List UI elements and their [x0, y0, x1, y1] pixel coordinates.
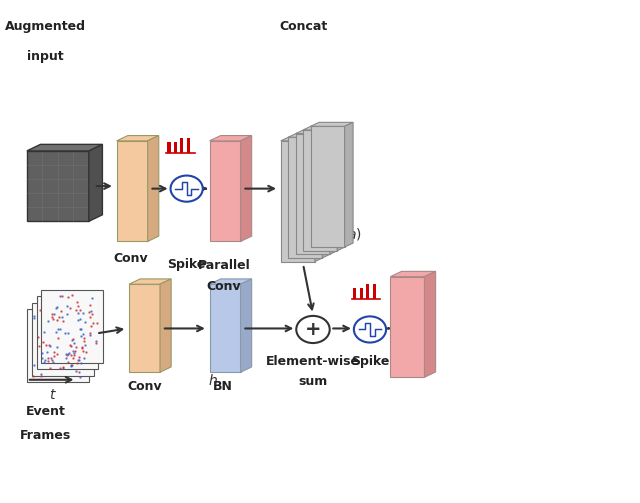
Text: Concat: Concat [279, 20, 327, 33]
Polygon shape [129, 284, 160, 372]
FancyBboxPatch shape [168, 142, 170, 153]
Text: Frames: Frames [20, 429, 71, 442]
Polygon shape [337, 126, 346, 250]
Polygon shape [390, 272, 436, 277]
Text: Conv: Conv [113, 252, 148, 265]
FancyBboxPatch shape [372, 284, 376, 299]
Polygon shape [288, 137, 323, 258]
Polygon shape [303, 130, 337, 250]
Polygon shape [310, 122, 353, 126]
Polygon shape [42, 290, 103, 363]
Polygon shape [310, 126, 344, 247]
FancyBboxPatch shape [360, 288, 363, 299]
Polygon shape [424, 272, 436, 377]
Polygon shape [160, 279, 171, 372]
Polygon shape [344, 122, 353, 247]
FancyBboxPatch shape [187, 138, 190, 153]
Polygon shape [241, 136, 252, 241]
Circle shape [354, 316, 386, 343]
Polygon shape [209, 136, 252, 141]
FancyBboxPatch shape [366, 284, 369, 299]
Polygon shape [296, 130, 338, 134]
Polygon shape [89, 144, 102, 221]
Polygon shape [209, 141, 241, 241]
Polygon shape [330, 130, 338, 255]
Polygon shape [129, 279, 171, 284]
Polygon shape [36, 296, 99, 369]
Text: $t$: $t$ [49, 388, 57, 402]
Polygon shape [288, 133, 331, 137]
Text: $h$: $h$ [208, 373, 218, 388]
Polygon shape [241, 279, 252, 372]
Circle shape [296, 316, 330, 343]
Polygon shape [209, 279, 252, 284]
Text: sum: sum [298, 375, 328, 388]
Polygon shape [323, 133, 331, 258]
FancyBboxPatch shape [180, 138, 184, 153]
Text: input: input [27, 50, 64, 63]
Polygon shape [296, 134, 330, 255]
Text: Conv: Conv [127, 380, 162, 393]
Polygon shape [27, 144, 102, 151]
Polygon shape [303, 126, 346, 130]
Polygon shape [209, 284, 241, 372]
FancyBboxPatch shape [353, 288, 356, 299]
Circle shape [170, 176, 203, 202]
Polygon shape [32, 303, 93, 376]
Text: +: + [305, 320, 321, 339]
FancyBboxPatch shape [174, 142, 177, 153]
Text: BN: BN [213, 380, 233, 393]
Polygon shape [281, 137, 323, 141]
Polygon shape [281, 141, 315, 262]
Text: Event: Event [26, 405, 65, 418]
FancyBboxPatch shape [27, 151, 89, 221]
Text: $f(a)$: $f(a)$ [337, 226, 362, 242]
Text: Spike: Spike [351, 355, 389, 368]
Polygon shape [315, 137, 323, 262]
Polygon shape [116, 136, 159, 141]
Text: Conv: Conv [207, 280, 241, 293]
Text: Spike: Spike [168, 258, 206, 271]
Polygon shape [27, 309, 89, 382]
Text: Parallel: Parallel [197, 259, 250, 272]
Polygon shape [116, 141, 148, 241]
Polygon shape [390, 277, 424, 377]
Text: Augmented: Augmented [5, 20, 86, 33]
Polygon shape [148, 136, 159, 241]
Text: Element-wise: Element-wise [266, 355, 360, 368]
